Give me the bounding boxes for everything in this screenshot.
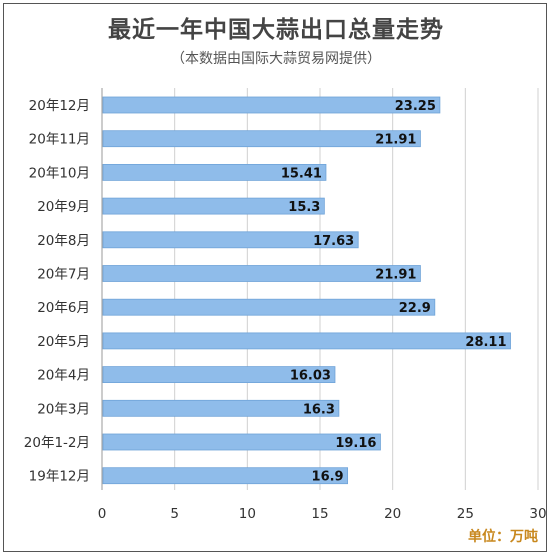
category-label: 20年3月 bbox=[37, 401, 90, 417]
value-labels: 23.25 21.91 15.41 15.3 17.63 21.91 22.9 28.11 16… bbox=[281, 99, 507, 485]
x-tick-label: 10 bbox=[239, 506, 256, 522]
bar-value-label: 16.3 bbox=[303, 402, 335, 417]
x-tick-label: 30 bbox=[529, 506, 546, 522]
category-label: 20年5月 bbox=[37, 334, 90, 350]
category-label: 20年11月 bbox=[29, 132, 90, 148]
bar-value-label: 15.41 bbox=[281, 166, 322, 181]
bar-value-label: 19.16 bbox=[335, 436, 376, 451]
bar-value-label: 16.9 bbox=[312, 470, 344, 485]
bar bbox=[102, 332, 511, 350]
bars bbox=[102, 96, 511, 485]
category-label: 19年12月 bbox=[29, 469, 90, 485]
x-tick-label: 0 bbox=[98, 506, 107, 522]
x-tick-label: 20 bbox=[384, 506, 401, 522]
category-label: 20年7月 bbox=[37, 267, 90, 283]
category-label: 20年12月 bbox=[29, 98, 90, 114]
x-tick-label: 5 bbox=[170, 506, 179, 522]
category-label: 20年9月 bbox=[37, 199, 90, 215]
grid-lines bbox=[101, 88, 539, 490]
x-tick-label: 15 bbox=[311, 506, 328, 522]
bar-value-label: 16.03 bbox=[290, 369, 331, 384]
bar-value-label: 17.63 bbox=[313, 234, 354, 249]
category-label: 20年6月 bbox=[37, 300, 90, 316]
category-labels: 20年12月 20年11月 20年10月 20年9月 20年8月 20年7月 20年6月 20… bbox=[24, 98, 90, 485]
category-label: 20年1-2月 bbox=[24, 435, 90, 451]
bar bbox=[102, 265, 421, 282]
bar-value-label: 22.9 bbox=[399, 301, 431, 316]
bar bbox=[102, 366, 336, 384]
bar bbox=[102, 399, 340, 417]
chart-subtitle: （本数据由国际大蒜贸易网提供） bbox=[171, 51, 381, 67]
bar bbox=[102, 467, 349, 485]
bar bbox=[102, 96, 441, 114]
bar bbox=[102, 298, 436, 316]
category-label: 20年8月 bbox=[37, 233, 90, 249]
bar bbox=[102, 231, 359, 249]
category-label: 20年4月 bbox=[37, 368, 90, 384]
chart-title: 最近一年中国大蒜出口总量走势 bbox=[108, 17, 444, 43]
bar bbox=[102, 163, 327, 181]
bar-value-label: 21.91 bbox=[375, 268, 416, 283]
x-tick-labels: 0 5 10 15 20 25 30 bbox=[98, 506, 547, 522]
x-tick-label: 25 bbox=[457, 506, 474, 522]
bar-value-label: 21.91 bbox=[375, 133, 416, 148]
bar-value-label: 15.3 bbox=[288, 200, 320, 215]
bar bbox=[102, 130, 421, 148]
bar-value-label: 23.25 bbox=[395, 99, 436, 114]
category-label: 20年10月 bbox=[29, 165, 90, 181]
bar bbox=[102, 433, 381, 451]
bar-value-label: 28.11 bbox=[465, 335, 506, 350]
unit-label: 单位：万吨 bbox=[468, 529, 538, 545]
bar bbox=[102, 197, 325, 215]
